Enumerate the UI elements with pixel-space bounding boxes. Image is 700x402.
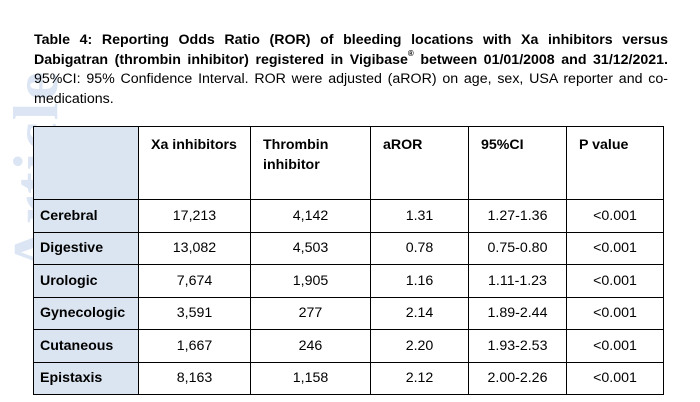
row-aror: 2.20 — [370, 329, 469, 363]
row-xa: 13,082 — [138, 231, 251, 265]
table-caption: Table 4: Reporting Odds Ratio (ROR) of b… — [34, 31, 668, 109]
table-row: Cerebral 17,213 4,142 1.31 1.27-1.36 <0.… — [33, 199, 664, 233]
row-xa: 7,674 — [138, 264, 251, 298]
registered-mark: ® — [407, 48, 414, 58]
ror-table: Xa inhibitors Thrombin inhibitor aROR 95… — [33, 126, 664, 395]
header-xa-inhibitors: Xa inhibitors — [138, 126, 251, 200]
row-location: Urologic — [33, 264, 139, 298]
row-p: <0.001 — [566, 329, 664, 363]
header-thrombin-inhibitor: Thrombin inhibitor — [250, 126, 371, 200]
row-p: <0.001 — [566, 296, 664, 330]
row-ci: 1.27-1.36 — [468, 199, 567, 233]
row-thrombin: 4,503 — [250, 231, 371, 265]
caption-title: Table 4: Reporting Odds Ratio (ROR) of b… — [34, 32, 668, 68]
row-p: <0.001 — [566, 231, 664, 265]
row-ci: 1.93-2.53 — [468, 329, 567, 363]
row-ci: 1.89-2.44 — [468, 296, 567, 330]
row-ci: 1.11-1.23 — [468, 264, 567, 298]
header-location — [33, 126, 139, 200]
row-location: Digestive — [33, 231, 139, 265]
caption-description: 95%CI: 95% Confidence Interval. ROR were… — [34, 71, 668, 107]
row-location: Cerebral — [33, 199, 139, 233]
row-xa: 17,213 — [138, 199, 251, 233]
row-thrombin: 4,142 — [250, 199, 371, 233]
header-95ci: 95%CI — [468, 126, 567, 200]
caption-title-text: Table 4: Reporting Odds Ratio (ROR) of b… — [34, 32, 668, 68]
table-row: Epistaxis 8,163 1,158 2.12 2.00-2.26 <0.… — [33, 361, 664, 395]
header-aror: aROR — [370, 126, 469, 200]
row-location: Epistaxis — [33, 361, 139, 395]
row-aror: 0.78 — [370, 231, 469, 265]
row-xa: 1,667 — [138, 329, 251, 363]
table-row: Urologic 7,674 1,905 1.16 1.11-1.23 <0.0… — [33, 264, 664, 298]
table-header-row: Xa inhibitors Thrombin inhibitor aROR 95… — [33, 126, 664, 200]
row-p: <0.001 — [566, 361, 664, 395]
caption-title-tail: between 01/01/2008 and 31/12/2021. — [413, 51, 668, 68]
row-aror: 1.16 — [370, 264, 469, 298]
row-p: <0.001 — [566, 199, 664, 233]
row-aror: 1.31 — [370, 199, 469, 233]
row-thrombin: 277 — [250, 296, 371, 330]
table-row: Gynecologic 3,591 277 2.14 1.89-2.44 <0.… — [33, 296, 664, 330]
row-location: Cutaneous — [33, 329, 139, 363]
row-p: <0.001 — [566, 264, 664, 298]
header-p-value: P value — [566, 126, 664, 200]
row-aror: 2.14 — [370, 296, 469, 330]
table-row: Digestive 13,082 4,503 0.78 0.75-0.80 <0… — [33, 231, 664, 265]
row-xa: 8,163 — [138, 361, 251, 395]
row-thrombin: 246 — [250, 329, 371, 363]
row-thrombin: 1,905 — [250, 264, 371, 298]
row-ci: 0.75-0.80 — [468, 231, 567, 265]
table-row: Cutaneous 1,667 246 2.20 1.93-2.53 <0.00… — [33, 329, 664, 363]
row-location: Gynecologic — [33, 296, 139, 330]
row-thrombin: 1,158 — [250, 361, 371, 395]
row-aror: 2.12 — [370, 361, 469, 395]
row-xa: 3,591 — [138, 296, 251, 330]
row-ci: 2.00-2.26 — [468, 361, 567, 395]
